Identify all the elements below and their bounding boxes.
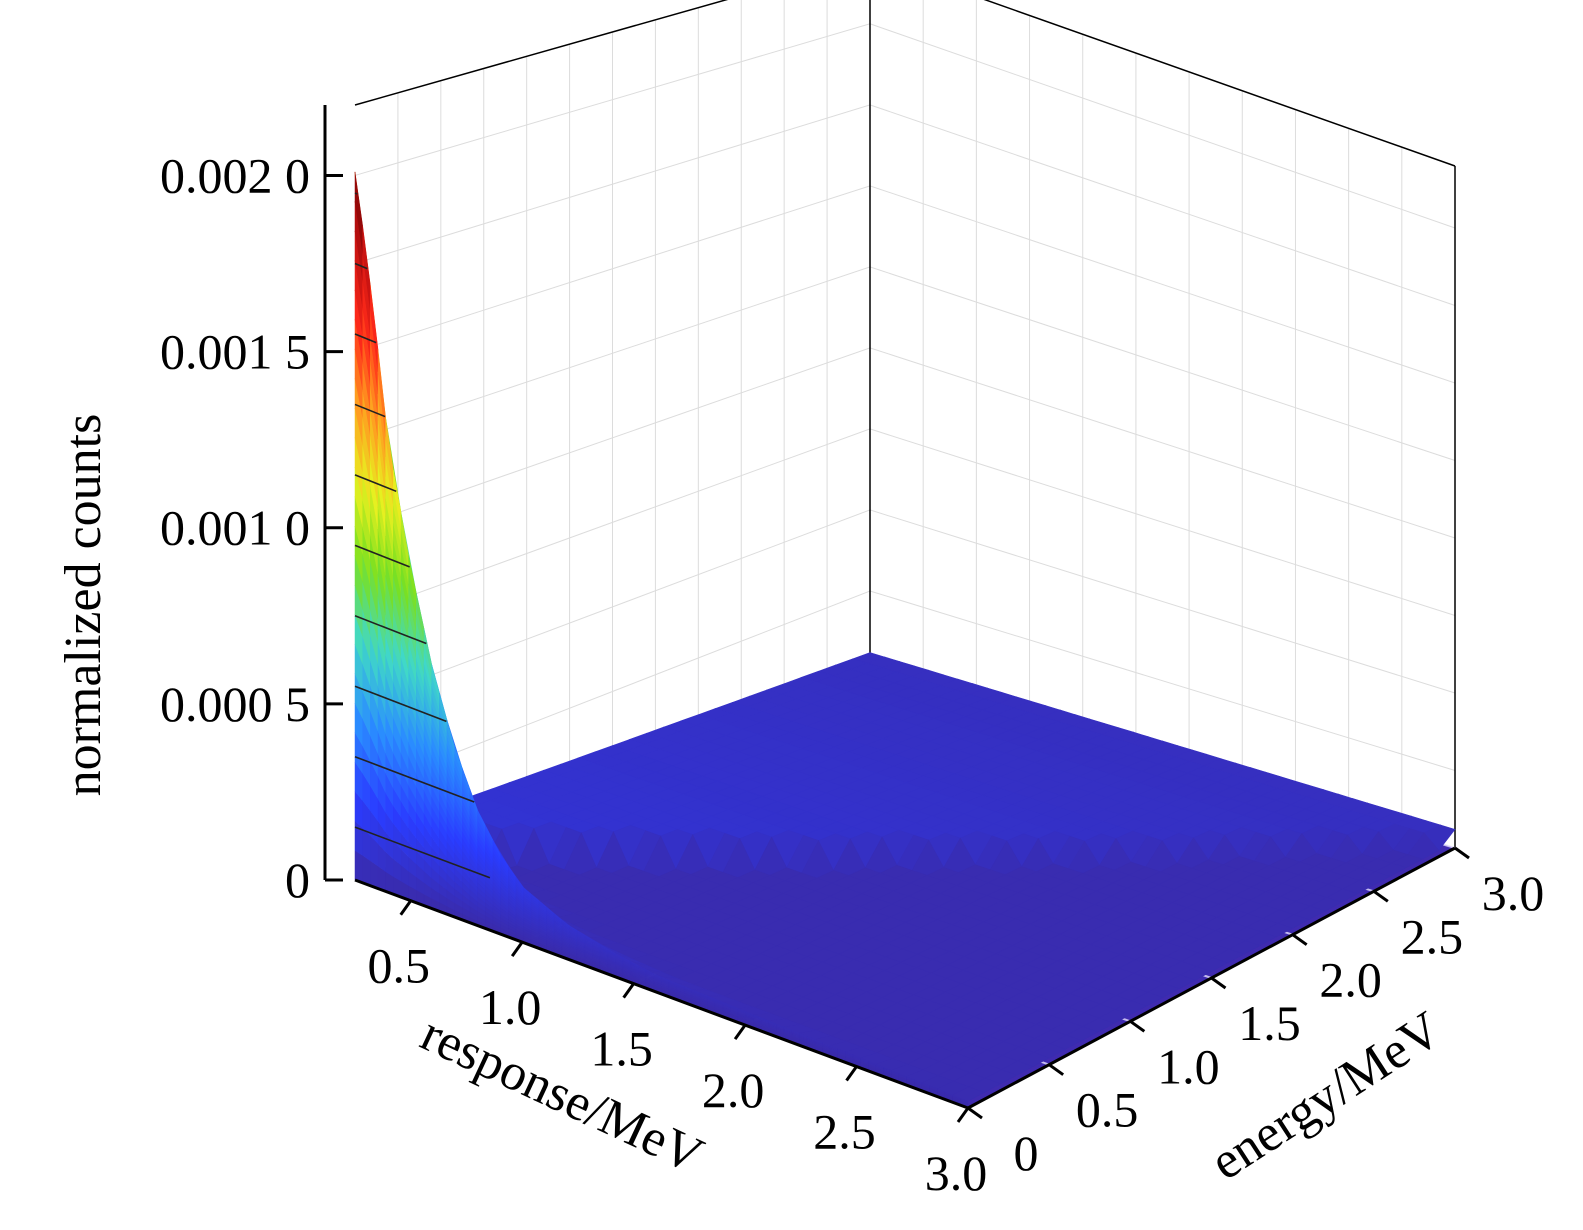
x-tick-label: 1.0 [479, 979, 542, 1035]
y-tick [1129, 1020, 1146, 1033]
wall-frame-edge [354, 0, 729, 106]
z-tick-label: 0.001 5 [160, 324, 310, 380]
y-tick-labels: 0 0.5 1.0 1.5 2.0 2.5 3.0 [1014, 865, 1545, 1181]
x-tick-label: 3.0 [925, 1145, 988, 1201]
z-tick-label: 0 [285, 852, 310, 908]
x-axis-title: response/MeV [413, 1005, 712, 1185]
y-tick-label: 1.5 [1238, 995, 1301, 1051]
y-tick-label: 0.5 [1076, 1082, 1139, 1138]
z-tick-label: 0.002 0 [160, 147, 310, 203]
x-tick-label: 1.5 [590, 1021, 653, 1077]
contour-line [354, 333, 377, 344]
contour-line [354, 544, 410, 568]
contour-line [354, 474, 397, 493]
z-tick-label: 0.001 0 [160, 500, 310, 556]
x-tick [399, 899, 412, 916]
x-tick [733, 1024, 747, 1040]
y-tick [1454, 846, 1470, 860]
contour-line [354, 685, 447, 723]
contour-line [354, 192, 358, 195]
back-walls [354, 0, 1456, 881]
x-tick [956, 1107, 970, 1123]
contour-line [354, 262, 368, 270]
x-tick-label: 0.5 [367, 938, 430, 994]
y-tick [1210, 976, 1227, 990]
z-axis-title: normalized counts [55, 414, 112, 797]
surface-front-patch [354, 850, 363, 884]
x-tick-label: 2.0 [702, 1062, 765, 1118]
contour-line [354, 755, 475, 803]
y-tick-label: 2.5 [1401, 908, 1464, 964]
x-axis [354, 878, 969, 1110]
y-tick [1291, 933, 1308, 946]
x-tick [622, 982, 635, 999]
y-tick-label: 0 [1014, 1125, 1039, 1181]
x-tick-labels: 0.5 1.0 1.5 2.0 2.5 3.0 [367, 938, 987, 1201]
x-tick [510, 941, 524, 958]
contour-line [354, 615, 427, 645]
contour-line [354, 403, 386, 418]
y-tick [967, 1106, 983, 1120]
surface-mesh [354, 171, 1456, 1109]
y-tick-label: 3.0 [1482, 865, 1545, 921]
wall-frame-edge [983, 0, 1456, 167]
z-tick-labels: 0 0.000 5 0.001 0 0.001 5 0.002 0 [160, 147, 310, 908]
x-tick [845, 1065, 858, 1082]
y-tick [1048, 1063, 1065, 1076]
contour-line [354, 826, 491, 879]
z-tick-label: 0.000 5 [160, 676, 310, 732]
y-tick-label: 2.0 [1319, 952, 1382, 1008]
x-tick-label: 2.5 [813, 1104, 876, 1160]
y-tick-label: 1.0 [1157, 1038, 1220, 1094]
surface-front-patch [960, 1097, 969, 1102]
y-tick [1372, 890, 1389, 903]
axes [323, 105, 1470, 1123]
